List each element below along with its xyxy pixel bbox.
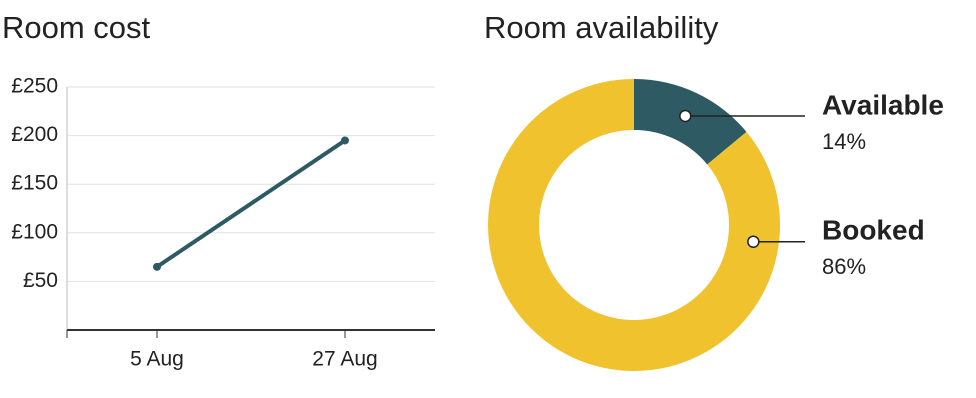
legend-label: Available <box>822 89 944 120</box>
x-tick-label: 27 Aug <box>312 348 377 371</box>
y-tick-label: £50 <box>23 269 58 292</box>
donut-slice <box>487 79 780 371</box>
y-tick-label: £100 <box>11 220 58 243</box>
point <box>341 136 349 145</box>
y-tick-label: £150 <box>11 172 58 195</box>
leader-dot <box>679 109 692 123</box>
value-label: 14% <box>822 129 866 154</box>
leader-dot <box>747 235 760 248</box>
line <box>155 138 347 269</box>
y-tick-label: £200 <box>11 123 58 146</box>
y-tick-label: £250 <box>11 75 58 98</box>
point <box>153 262 161 271</box>
legend-label: Booked <box>822 214 925 245</box>
donut-slice <box>634 79 747 165</box>
chart-title: Room cost <box>2 10 151 45</box>
x-tick-label: 5 Aug <box>130 348 184 371</box>
chart-title: Room availability <box>484 10 719 45</box>
value-label: 86% <box>822 254 866 279</box>
